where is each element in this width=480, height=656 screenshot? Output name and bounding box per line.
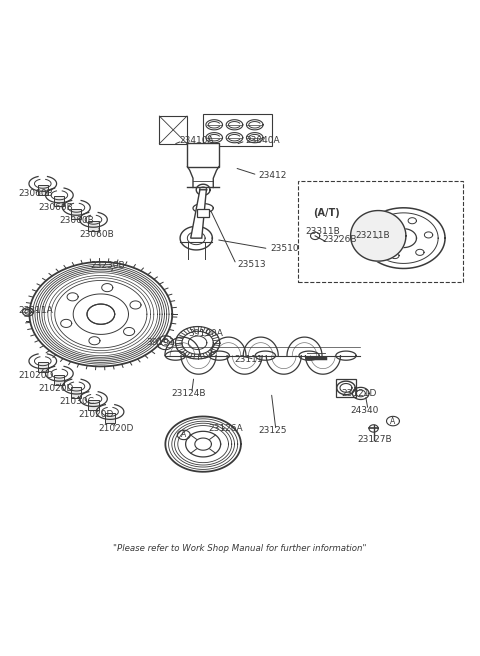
Text: 23311A: 23311A xyxy=(18,306,53,315)
Bar xyxy=(72,209,82,219)
Bar xyxy=(38,362,48,372)
Bar xyxy=(38,185,48,195)
Bar xyxy=(197,209,209,217)
Text: 23125: 23125 xyxy=(258,426,287,435)
Bar xyxy=(159,116,187,144)
Bar xyxy=(88,220,98,231)
Text: 39190A: 39190A xyxy=(188,329,223,338)
Text: 23040A: 23040A xyxy=(246,136,280,146)
Text: 21030C: 21030C xyxy=(60,398,94,406)
Text: 24340: 24340 xyxy=(350,405,379,415)
Text: 23060B: 23060B xyxy=(80,230,114,239)
Text: 21020D: 21020D xyxy=(79,410,114,419)
Text: "Please refer to Work Shop Manual for further information": "Please refer to Work Shop Manual for fu… xyxy=(113,544,367,553)
Bar xyxy=(203,113,272,146)
Bar xyxy=(336,379,356,397)
Text: A: A xyxy=(181,430,186,440)
Text: 23060B: 23060B xyxy=(38,203,73,212)
Bar xyxy=(54,375,64,384)
Bar xyxy=(105,413,115,423)
Polygon shape xyxy=(188,167,219,188)
Text: 23060B: 23060B xyxy=(19,189,54,198)
Text: 23226B: 23226B xyxy=(322,235,357,244)
Bar xyxy=(188,143,219,167)
Text: 21020D: 21020D xyxy=(38,384,73,394)
Text: 23211B: 23211B xyxy=(355,232,390,240)
Bar xyxy=(54,196,64,207)
Text: (A/T): (A/T) xyxy=(313,208,339,218)
Text: 23410A: 23410A xyxy=(179,136,214,146)
Text: 23412: 23412 xyxy=(258,171,287,180)
Text: 23513: 23513 xyxy=(237,260,266,269)
Text: 23121D: 23121D xyxy=(341,389,377,398)
Text: 23126A: 23126A xyxy=(209,424,243,433)
Text: 21020D: 21020D xyxy=(18,371,53,380)
Text: 23311B: 23311B xyxy=(305,227,340,236)
Text: 23124B: 23124B xyxy=(171,389,205,398)
Text: 39191: 39191 xyxy=(146,338,175,347)
Text: 23111: 23111 xyxy=(234,355,263,364)
Text: 23230B: 23230B xyxy=(90,261,125,270)
Polygon shape xyxy=(191,190,206,238)
Text: A: A xyxy=(390,417,396,426)
Text: 23127B: 23127B xyxy=(358,435,392,444)
Text: 23060B: 23060B xyxy=(60,216,94,225)
Text: 21020D: 21020D xyxy=(98,424,133,433)
Bar xyxy=(72,388,82,398)
Text: 23510: 23510 xyxy=(270,244,299,253)
Polygon shape xyxy=(350,211,406,261)
Bar xyxy=(88,400,98,410)
Bar xyxy=(298,180,464,282)
